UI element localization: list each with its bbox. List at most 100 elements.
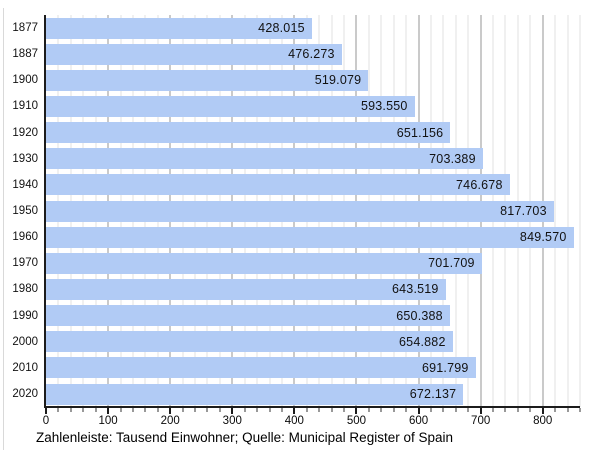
x-tick-minor [306,408,308,412]
x-tick-minor [269,408,271,412]
bar-1920: 651.156 [46,122,451,144]
x-tick-major [169,408,172,414]
bar-value-label: 654.882 [399,334,446,349]
x-tick-minor [343,408,345,412]
x-tick-minor [567,408,569,412]
y-axis-label-1877: 1877 [12,22,38,35]
bar-value-label: 672.137 [409,387,457,402]
bar-1910: 593.550 [46,95,415,117]
bar-row: 703.389 [46,146,580,172]
x-tick-minor [82,408,84,412]
y-axis-label-1940: 1940 [12,178,38,191]
bar-row: 476.273 [46,41,580,67]
plot-area: 428.015 476.273 519.079 593.550 651.156 703.3… [46,15,581,407]
x-tick-label-300: 300 [222,415,242,427]
bar-1970: 701.709 [46,252,482,274]
x-tick-minor [157,408,159,412]
x-tick-label-800: 800 [533,415,553,427]
x-tick-minor [529,408,531,412]
y-axis-label-1980: 1980 [12,283,38,296]
bar-1990: 650.388 [46,305,450,327]
x-tick-minor [554,408,556,412]
x-tick-minor [442,408,444,412]
x-tick-label-200: 200 [160,415,180,427]
x-tick-minor [504,408,506,412]
y-axis-label-1970: 1970 [12,257,38,270]
x-tick-minor [579,408,581,412]
bar-row: 849.570 [46,224,580,250]
x-tick-minor [281,408,283,412]
x-tick-minor [517,408,519,412]
x-tick-minor [467,408,469,412]
x-tick-minor [95,408,97,412]
y-axis-label-2010: 2010 [12,361,38,374]
x-tick-major [417,408,420,414]
bar-value-label: 849.570 [519,230,567,245]
x-tick-label-100: 100 [98,415,118,427]
x-axis-tick-labels: 0 100 200 300 400 500 600 700 800 [43,415,580,429]
x-tick-minor [405,408,407,412]
y-axis-label-1930: 1930 [12,152,38,165]
bar-value-label: 643.519 [391,282,439,297]
bar-value-label: 651.156 [396,125,444,140]
bar-value-label: 817.703 [500,204,547,219]
bar-1877: 428.015 [46,17,312,39]
x-tick-major [107,408,110,414]
x-axis-ticks [45,408,581,416]
gridline-minor [579,15,581,407]
x-tick-minor [331,408,333,412]
bar-row: 654.882 [46,329,580,355]
bar-1930: 703.389 [46,148,483,170]
bar-1950: 817.703 [46,200,554,222]
y-axis-label-1950: 1950 [12,205,38,218]
x-tick-major [479,408,482,414]
left-border-line [3,8,4,450]
bar-1900: 519.079 [46,69,369,91]
x-tick-minor [70,408,72,412]
y-axis-label-2020: 2020 [12,388,38,401]
bar-row: 643.519 [46,276,580,302]
y-axis-label-1960: 1960 [12,231,38,244]
y-axis-label-1910: 1910 [12,100,38,113]
bar-1887: 476.273 [46,43,342,65]
x-tick-major [541,408,544,414]
chart-caption: Zahlenleiste: Tausend Einwohner; Quelle:… [36,430,453,445]
bar-value-label: 701.709 [428,256,475,271]
x-tick-major [293,408,296,414]
x-tick-label-500: 500 [346,415,367,427]
bar-value-label: 703.389 [429,151,476,166]
x-tick-label-400: 400 [284,415,304,427]
bar-1960: 849.570 [46,226,574,248]
x-tick-label-700: 700 [471,415,491,427]
bar-row: 691.799 [46,355,580,381]
y-axis-label-1920: 1920 [12,126,38,139]
bar-2000: 654.882 [46,331,453,353]
bar-row: 519.079 [46,67,580,93]
bar-2020: 672.137 [46,383,464,405]
bar-value-label: 691.799 [421,360,469,375]
bar-2010: 691.799 [46,357,476,379]
x-tick-minor [380,408,382,412]
y-axis-label-2000: 2000 [12,335,38,348]
bars: 428.015 476.273 519.079 593.550 651.156 703.3… [46,15,580,407]
x-tick-minor [256,408,258,412]
bar-value-label: 519.079 [314,73,362,88]
bar-row: 746.678 [46,172,580,198]
x-tick-minor [455,408,457,412]
x-tick-minor [318,408,320,412]
x-tick-minor [430,408,432,412]
x-tick-minor [194,408,196,412]
bar-1980: 643.519 [46,278,446,300]
bar-row: 651.156 [46,120,580,146]
x-tick-minor [219,408,221,412]
x-tick-minor [393,408,395,412]
bar-1940: 746.678 [46,174,510,196]
x-tick-major [45,408,47,414]
x-tick-minor [206,408,208,412]
gridline-minor [567,15,569,407]
x-tick-minor [57,408,59,412]
bar-value-label: 428.015 [258,21,305,36]
x-tick-minor [368,408,370,412]
y-axis-labels: 1877 1887 1900 1910 1920 1930 1940 1950 1960 1970… [0,15,38,407]
x-tick-minor [144,408,146,412]
